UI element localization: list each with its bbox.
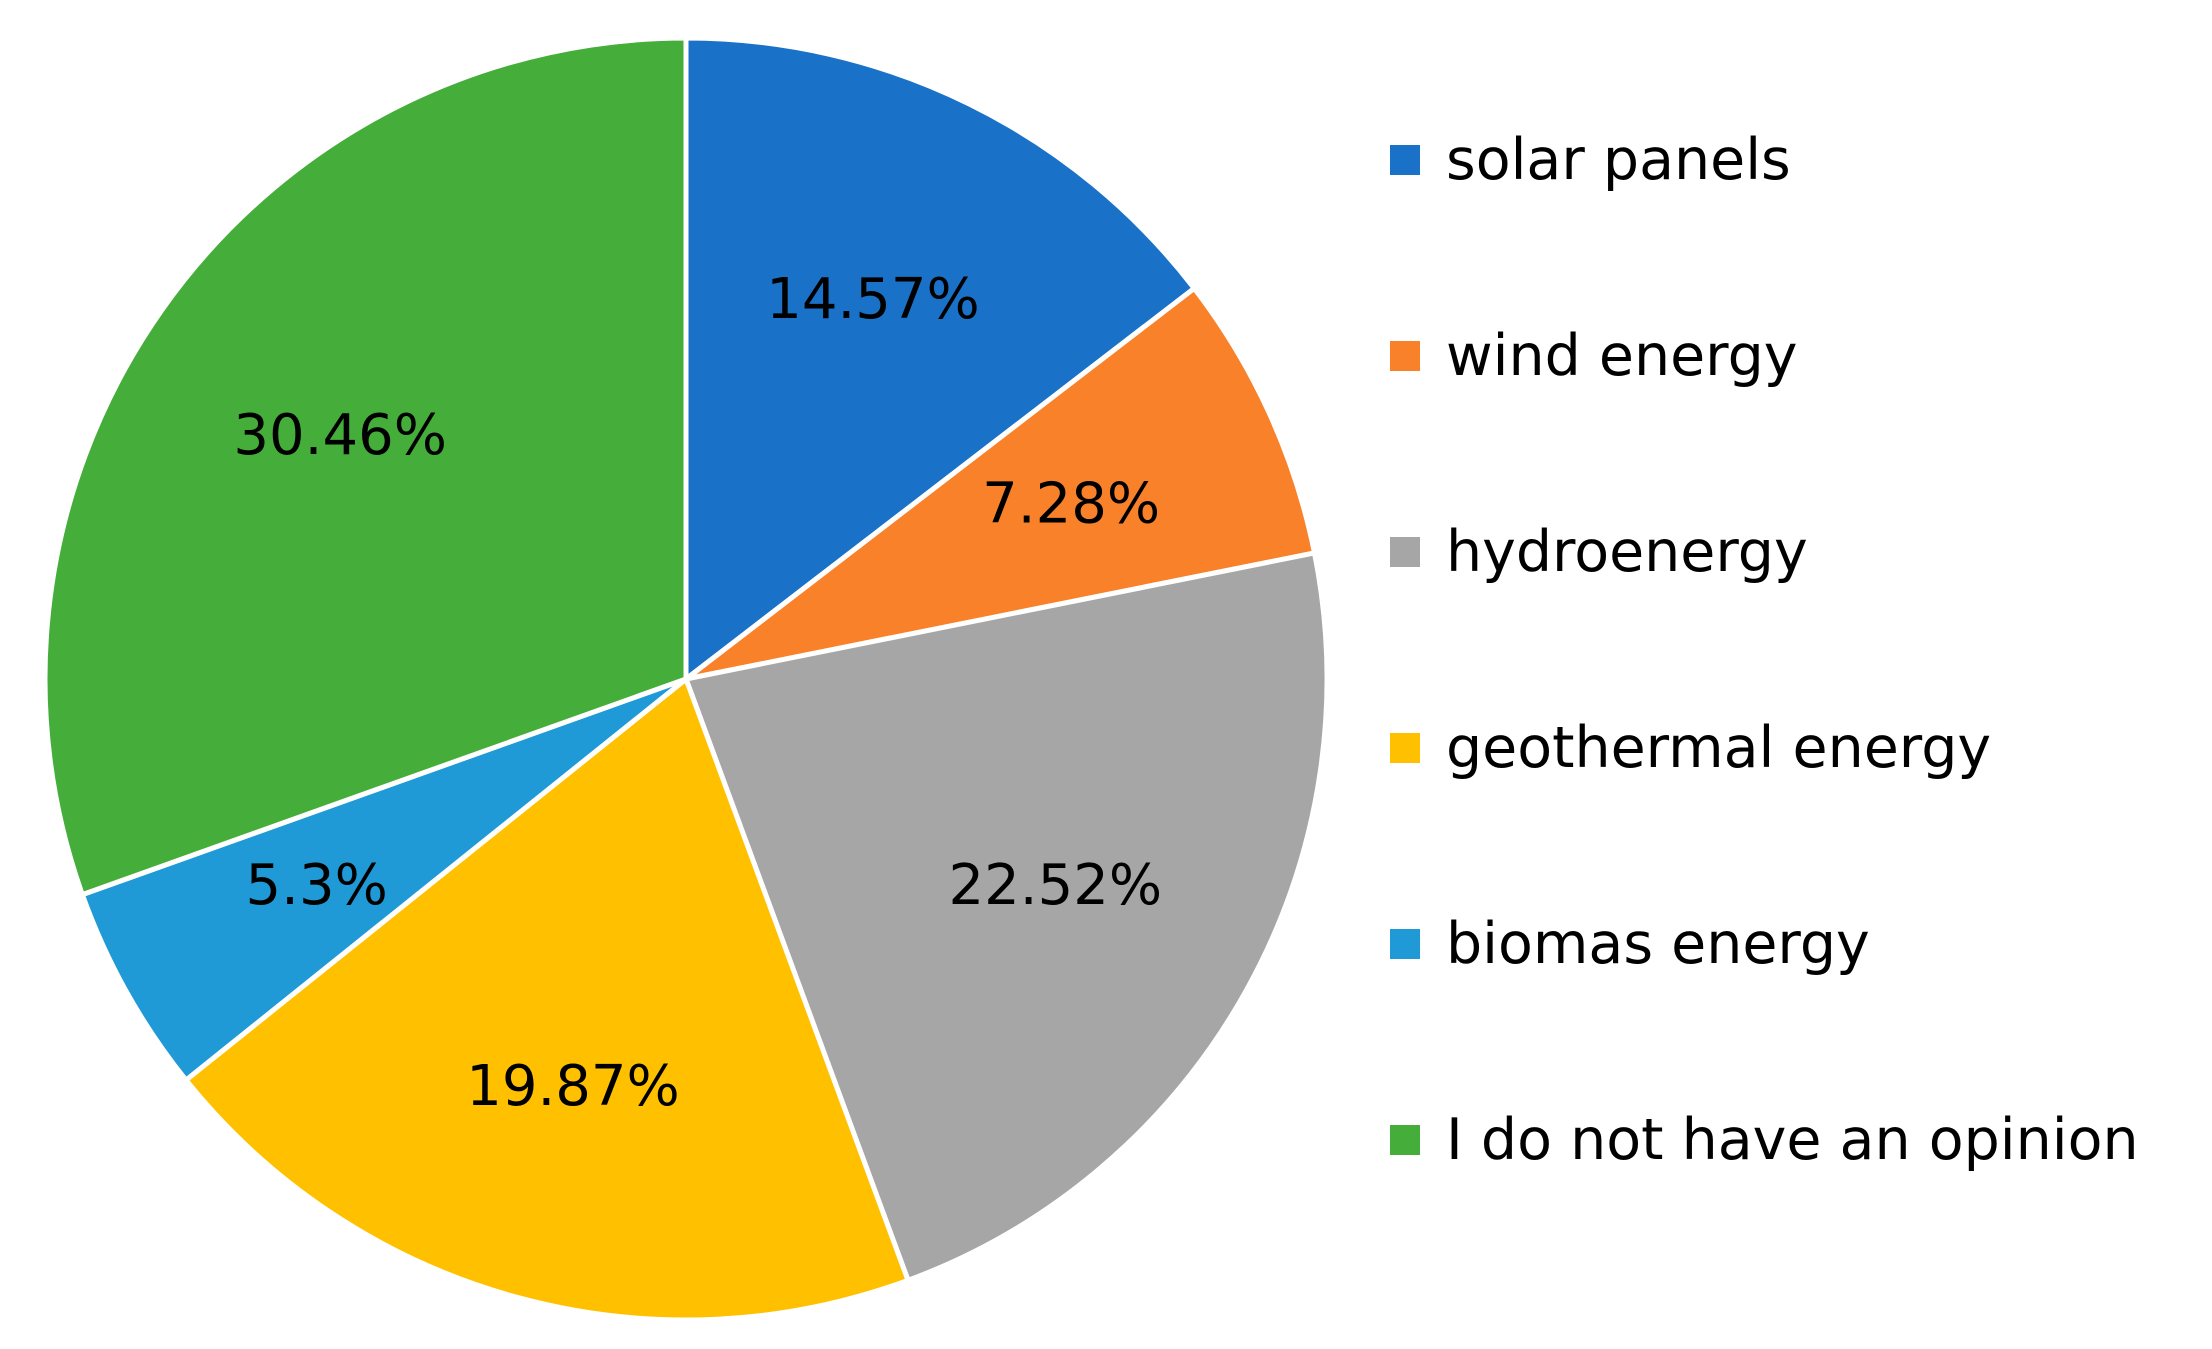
pie-slice-biomas-energy [79,676,689,1083]
pie-slice-hydroenergy [683,550,1330,1283]
pie-slices [42,35,1330,1323]
legend-label-biomas-energy: biomas energy [1446,911,1870,977]
data-label-solar-panels: 14.57% [766,267,980,332]
legend-swatch-geothermal-energy [1390,733,1420,763]
legend-item-i-do-not-have-an-opinion: I do not have an opinion [1390,1100,2139,1180]
legend-item-biomas-energy: biomas energy [1390,904,1870,984]
pie-slice-i-do-not-have-an-opinion [42,35,689,898]
legend-item-geothermal-energy: geothermal energy [1390,708,1991,788]
legend-item-solar-panels: solar panels [1390,120,1791,200]
pie-data-labels: 14.57% 7.28% 22.52% 19.87% 5.3% 30.46% [233,267,1162,1119]
legend-swatch-wind-energy [1390,341,1420,371]
legend-label-solar-panels: solar panels [1446,127,1791,193]
legend-label-geothermal-energy: geothermal energy [1446,715,1992,781]
pie-slice-wind-energy [683,285,1317,682]
data-label-biomas-energy: 5.3% [246,853,388,918]
legend-swatch-i-do-not-have-an-opinion [1390,1125,1420,1155]
data-label-hydroenergy: 22.52% [949,853,1163,918]
legend-label-wind-energy: wind energy [1446,323,1798,389]
legend-item-wind-energy: wind energy [1390,316,1798,396]
data-label-i-do-not-have-an-opinion: 30.46% [233,403,447,468]
legend-label-hydroenergy: hydroenergy [1446,519,1808,585]
pie-slice-solar-panels [683,35,1197,682]
legend-swatch-solar-panels [1390,145,1420,175]
legend-swatch-biomas-energy [1390,929,1420,959]
data-label-geothermal-energy: 19.87% [466,1054,680,1119]
legend-swatch-hydroenergy [1390,537,1420,567]
data-label-wind-energy: 7.28% [982,471,1160,536]
pie-plot-area: 14.57% 7.28% 22.52% 19.87% 5.3% 30.46% [42,35,1330,1323]
legend-label-i-do-not-have-an-opinion: I do not have an opinion [1446,1107,2139,1173]
pie-slice-geothermal-energy [183,676,911,1323]
legend-item-hydroenergy: hydroenergy [1390,512,1808,592]
